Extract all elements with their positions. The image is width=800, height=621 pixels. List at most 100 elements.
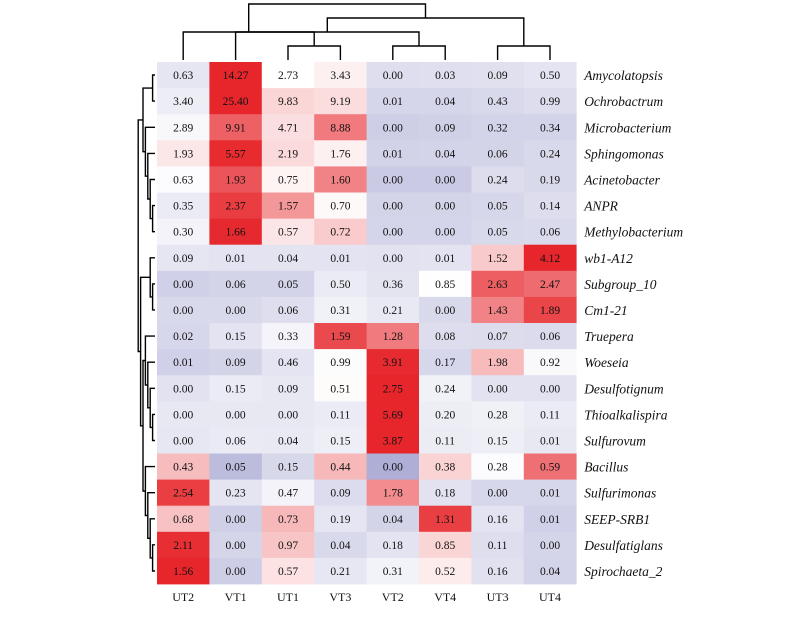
cell-value: 2.47	[540, 279, 560, 291]
cell-value: 3.87	[383, 435, 403, 447]
cell-value: 0.63	[173, 174, 193, 186]
heatmap-cell	[523, 166, 577, 193]
heatmap-cell	[314, 218, 367, 246]
cell-value: 5.69	[383, 409, 403, 421]
heatmap-cell	[419, 296, 472, 324]
heatmap-cell	[471, 453, 525, 480]
heatmap-cell	[209, 349, 263, 376]
cell-value: 9.91	[226, 122, 246, 134]
heatmap-cell	[471, 296, 525, 324]
heatmap-cell	[209, 323, 263, 350]
heatmap-cell	[523, 401, 577, 428]
cell-value: 0.46	[278, 357, 298, 369]
cell-value: 0.01	[540, 488, 560, 500]
heatmap-cell	[419, 479, 472, 507]
cell-value: 0.99	[330, 357, 350, 369]
row-label: Thioalkalispira	[584, 407, 668, 422]
cell-value: 0.19	[330, 514, 350, 526]
heatmap-cell	[314, 166, 367, 193]
cell-value: 0.24	[435, 383, 455, 395]
heatmap-cells	[157, 62, 577, 585]
cell-value: 1.93	[226, 174, 246, 186]
cell-value: 0.00	[383, 227, 403, 239]
heatmap-cell	[471, 479, 525, 507]
heatmap-cell	[261, 375, 315, 402]
cell-value: 0.15	[226, 383, 246, 395]
heatmap-cell	[314, 88, 367, 115]
cell-value: 0.85	[435, 279, 455, 291]
heatmap-cell	[419, 349, 472, 376]
heatmap-cell	[261, 557, 315, 585]
heatmap-cell	[261, 166, 315, 193]
cell-value: 0.36	[383, 279, 403, 291]
cell-value: 0.14	[540, 201, 560, 213]
heatmap-cell	[209, 166, 263, 193]
cell-value: 1.60	[330, 174, 350, 186]
heatmap-cell	[157, 270, 210, 298]
cell-value: 0.00	[226, 540, 246, 552]
row-dendrogram-link	[147, 152, 155, 200]
row-dendrogram-link	[144, 335, 155, 386]
heatmap-cell	[471, 427, 525, 454]
cell-value: 0.05	[278, 279, 298, 291]
cell-value: 0.04	[435, 96, 455, 108]
cell-value: 0.24	[488, 174, 508, 186]
row-dendrogram-link	[151, 544, 155, 572]
cell-value: 0.00	[383, 201, 403, 213]
heatmap-cell	[157, 479, 210, 507]
cell-value: 0.85	[435, 540, 455, 552]
heatmap-cell	[366, 140, 420, 167]
cell-value: 0.04	[383, 514, 403, 526]
heatmap-cell	[209, 479, 263, 507]
cell-value: 0.75	[278, 174, 298, 186]
row-label: Sulfurimonas	[584, 486, 656, 501]
cell-value: 2.37	[226, 201, 246, 213]
cell-value: 0.33	[278, 331, 298, 343]
cell-value: 1.98	[488, 357, 508, 369]
cell-value: 25.40	[223, 96, 249, 108]
heatmap-cell	[419, 140, 472, 167]
cell-value: 3.43	[330, 70, 350, 82]
heatmap-cell	[261, 401, 315, 428]
heatmap-cell	[157, 557, 210, 585]
heatmap-cell	[157, 244, 210, 272]
cell-value: 2.73	[278, 70, 298, 82]
cell-value: 0.11	[540, 409, 560, 421]
cell-value: 0.06	[278, 305, 298, 317]
row-dendrogram-link	[147, 361, 155, 409]
cell-value: 0.72	[330, 227, 350, 239]
heatmap-cell	[366, 557, 420, 585]
heatmap-cell	[419, 62, 472, 89]
heatmap-cell	[471, 140, 525, 167]
row-label: Microbacterium	[583, 120, 671, 135]
cell-value: 0.44	[330, 462, 350, 474]
heatmap-cell	[523, 531, 577, 559]
cell-value: 0.21	[330, 566, 350, 578]
heatmap-cell	[261, 140, 315, 167]
heatmap-cell	[523, 192, 577, 219]
row-dendrogram-link	[142, 87, 153, 153]
cell-value: 0.06	[226, 435, 246, 447]
column-label: UT4	[539, 590, 561, 604]
heatmap-cell	[157, 323, 210, 350]
cell-value: 1.43	[488, 305, 508, 317]
cell-value: 0.00	[383, 253, 403, 265]
heatmap-cell	[523, 323, 577, 350]
cell-value: 1.56	[173, 566, 193, 578]
cell-value: 0.63	[173, 70, 193, 82]
cell-value: 3.91	[383, 357, 403, 369]
cell-value: 2.89	[173, 122, 193, 134]
row-dendrogram-link	[144, 465, 155, 517]
cell-value: 0.01	[540, 514, 560, 526]
heatmap-cell	[261, 531, 315, 559]
heatmap-cell	[314, 62, 367, 89]
heatmap-cell	[314, 192, 367, 219]
cell-value: 0.00	[226, 514, 246, 526]
heatmap-cell	[157, 427, 210, 454]
heatmap-cell	[366, 166, 420, 193]
heatmap-cell	[314, 505, 367, 533]
heatmap-cell	[209, 244, 263, 272]
cell-value: 1.59	[330, 331, 350, 343]
heatmap-cell	[366, 453, 420, 480]
cell-value: 0.31	[383, 566, 403, 578]
